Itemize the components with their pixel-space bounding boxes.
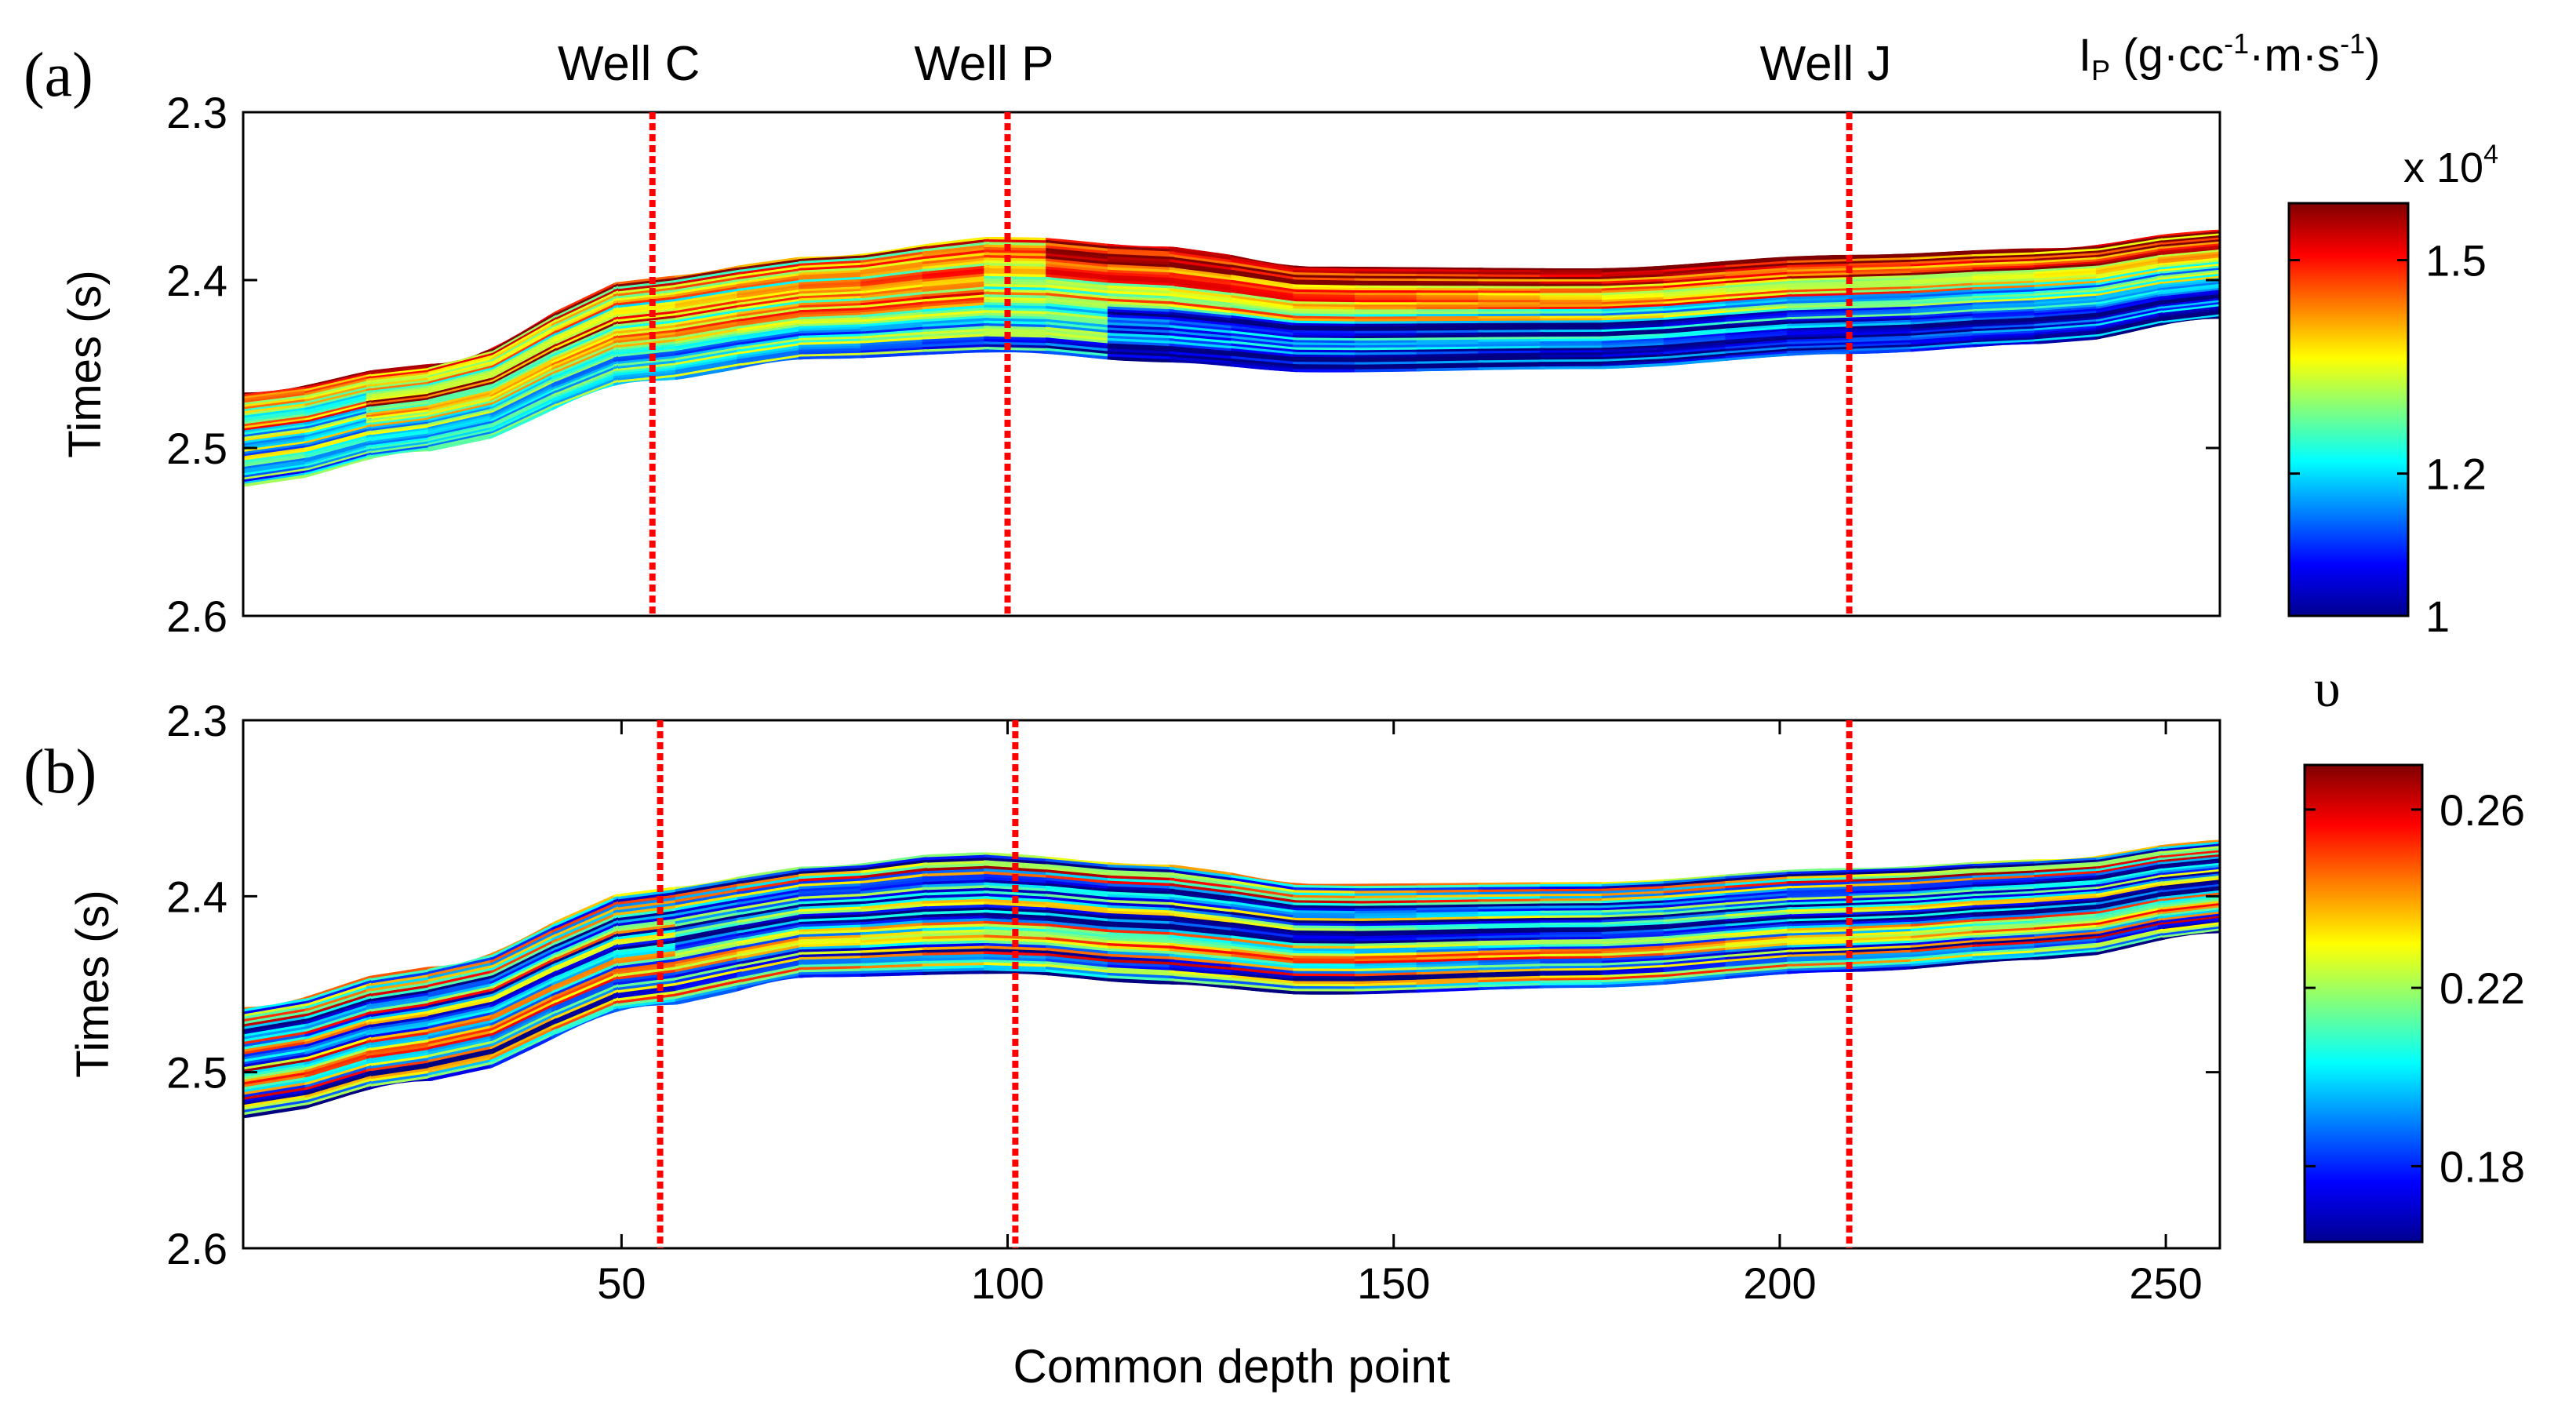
panel-b-poisson: (b) 2.3 2.4 2.5 2.6 50 100 150 200 250 Times (s… <box>24 658 2525 1393</box>
x-tick-label: 150 <box>1357 1258 1430 1308</box>
poisson-ratio-symbol: υ <box>2314 658 2341 718</box>
y-tick-label: 2.5 <box>166 1048 227 1098</box>
panel-b-x-axis: 50 100 150 200 250 <box>597 720 2203 1308</box>
panel-b-axes-frame <box>242 719 2221 1250</box>
y-tick-label: 2.3 <box>166 696 227 745</box>
impedance-colorbar-ticks: 1 1.2 1.5 <box>2289 236 2487 641</box>
y-tick-label: 2.3 <box>166 88 227 137</box>
impedance-colorbar-frame <box>2287 202 2410 617</box>
panel-b-y-axis-label: Times (s) <box>67 890 118 1077</box>
y-tick-label: 2.6 <box>166 592 227 641</box>
colorbar-tick-label: 1.2 <box>2425 450 2487 499</box>
poisson-colorbar <box>2305 765 2422 1242</box>
panel-b-label: (b) <box>24 737 96 807</box>
panel-a-well-markers: Well C Well P Well J <box>558 37 1891 616</box>
y-tick-label: 2.5 <box>166 424 227 473</box>
colorbar-tick-label: 0.26 <box>2440 785 2525 835</box>
impedance-section <box>243 229 2220 487</box>
poisson-colorbar-ticks: 0.18 0.22 0.26 <box>2305 785 2525 1191</box>
panel-a-axes-frame <box>242 111 2221 617</box>
y-tick-label: 2.4 <box>166 872 227 921</box>
well-label: Well P <box>915 37 1054 91</box>
x-tick-label: 100 <box>971 1258 1044 1308</box>
well-label: Well C <box>558 37 700 91</box>
panel-a-label: (a) <box>24 41 93 110</box>
impedance-colorbar <box>2289 203 2408 616</box>
panel-a-y-axis: 2.3 2.4 2.5 2.6 <box>166 88 2220 641</box>
x-tick-label: 50 <box>597 1258 646 1308</box>
colorbar-tick-label: 0.18 <box>2440 1142 2525 1191</box>
panel-b-y-axis: 2.3 2.4 2.5 2.6 <box>166 696 2220 1273</box>
panel-a-y-axis-label: Times (s) <box>60 270 111 457</box>
colorbar-tick-label: 1.5 <box>2425 236 2487 286</box>
panel-b-well-markers <box>657 720 1853 1248</box>
y-tick-label: 2.6 <box>166 1224 227 1273</box>
well-label: Well J <box>1760 37 1892 91</box>
x-tick-label: 250 <box>2129 1258 2202 1308</box>
colorbar-tick-label: 0.22 <box>2440 963 2525 1013</box>
poisson-colorbar-frame <box>2303 763 2424 1244</box>
x-tick-label: 200 <box>1743 1258 1816 1308</box>
y-tick-label: 2.4 <box>166 256 227 305</box>
x-axis-label: Common depth point <box>1013 1340 1450 1393</box>
colorbar-tick-label: 1 <box>2425 592 2450 641</box>
colorbar-multiplier: x 104 <box>2403 140 2498 191</box>
impedance-unit-label: IP (g·cc-1·m·s-1) <box>2079 27 2380 86</box>
poisson-section <box>243 839 2220 1118</box>
